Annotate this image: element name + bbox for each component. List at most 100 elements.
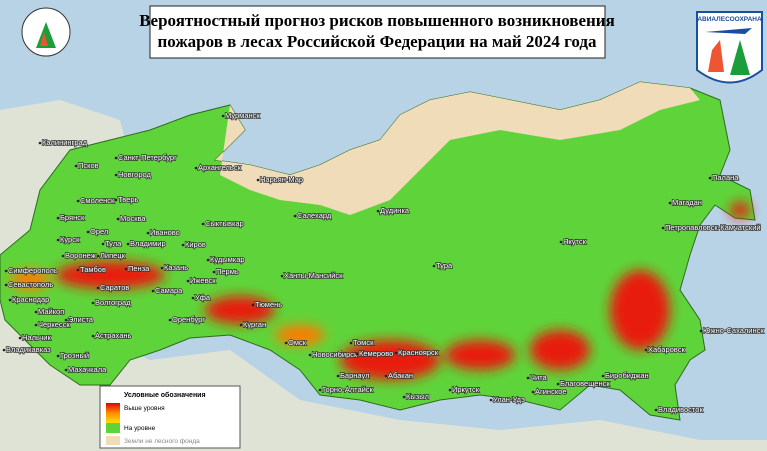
city-label: Тула [105,239,122,248]
city-dot [151,289,155,293]
city-dot [91,301,95,305]
city-label: Курск [60,235,80,244]
city-dot [221,114,225,118]
city-label: Абакан [388,371,413,380]
city-dot [699,329,703,333]
city-dot [61,254,65,258]
city-dot [91,334,95,338]
city-label: Барнаул [340,371,369,380]
city-label: Кызыл [406,392,429,401]
city-label: Тверь [118,195,138,204]
city-dot [661,226,665,230]
city-dot [201,222,205,226]
city-dot [206,258,210,262]
city-dot [318,388,322,392]
city-dot [256,178,260,182]
city-dot [186,279,190,283]
city-dot [34,310,38,314]
city-label: Дудинка [380,206,410,215]
neighbor-land [0,100,767,451]
city-label: Владивосток [658,405,703,414]
city-dot [64,318,68,322]
city-label: Ханты-Мансийск [284,271,343,280]
city-label: Самара [155,286,183,295]
city-label: Благовещенск [560,379,610,388]
title: пожаров в лесах Российской Федерации на … [157,32,597,51]
city-label: Москва [120,214,146,223]
city-dot [531,390,535,394]
non-forest-lands [215,82,700,215]
title: Вероятностный прогноз рисков повышенного… [139,11,615,30]
city-label: Биробиджан [605,371,649,380]
city-dot [116,217,120,221]
city-label: Липецк [100,251,126,260]
city-label: Севастополь [8,280,53,289]
city-dot [432,264,436,268]
city-label: Махачкала [68,365,107,374]
city-label: Салехард [297,211,332,220]
city-dot [114,198,118,202]
city-label: Нальчик [22,333,51,342]
city-dot [644,348,648,352]
city-label: Архангельск [198,163,242,172]
legend-label: Выше уровня [124,405,165,412]
city-label: Сыктывкар [205,219,244,228]
city-label: Владимир [130,239,166,248]
city-label: Петропавловск-Камчатский [665,223,761,232]
city-label: Волгоград [95,298,131,307]
logo-text: АВИАЛЕСООХРАНА [697,16,762,23]
city-dot [526,376,530,380]
city-label: Новосибирск [312,350,358,359]
city-label: Горно-Алтайск [322,385,374,394]
city-dot [284,341,288,345]
city-dot [76,268,80,272]
city-dot [191,296,195,300]
city-label: Иваново [150,228,180,237]
city-dot [64,368,68,372]
city-dot [668,201,672,205]
city-label: Красноярск [398,348,439,357]
city-label: Калининград [42,138,88,147]
city-label: Новгород [118,170,151,179]
city-dot [402,395,406,399]
city-label: Оренбург [172,315,205,324]
city-dot [96,254,100,258]
city-dot [376,209,380,213]
city-dot [239,323,243,327]
city-dot [126,242,130,246]
city-label: Майкоп [38,307,64,316]
city-label: Орел [90,227,108,236]
city-dot [76,199,80,203]
city-dot [124,267,128,271]
city-dot [308,353,312,357]
city-label: Магадан [672,198,702,207]
city-label: Симферополь [8,266,58,275]
city-dot [394,351,398,355]
city-label: Хабаровск [648,345,685,354]
city-dot [4,283,8,287]
city-dot [212,270,216,274]
city-dot [18,336,22,340]
city-dot [38,141,42,145]
city-dot [34,323,38,327]
city-dot [708,176,712,180]
city-label: Псков [78,161,99,170]
city-dot [280,274,284,278]
city-label: Казань [164,263,188,272]
logo-right: АВИАЛЕСООХРАНА [696,11,763,84]
city-dot [101,242,105,246]
city-label: Улан-Удэ [493,395,525,404]
city-label: Тамбов [80,265,106,274]
city-label: Пенза [128,264,150,273]
city-label: Якутск [563,237,587,246]
legend-title: Условные обозначения [124,391,206,399]
city-dot [8,298,12,302]
city-dot [448,388,452,392]
city-label: Черкесск [38,320,70,329]
city-label: Краснодар [12,295,49,304]
city-label: Агинское [535,387,567,396]
city-label: Тюмень [255,300,282,309]
city-label: Санкт-Петербург [118,153,177,162]
city-label: Саратов [100,283,129,292]
